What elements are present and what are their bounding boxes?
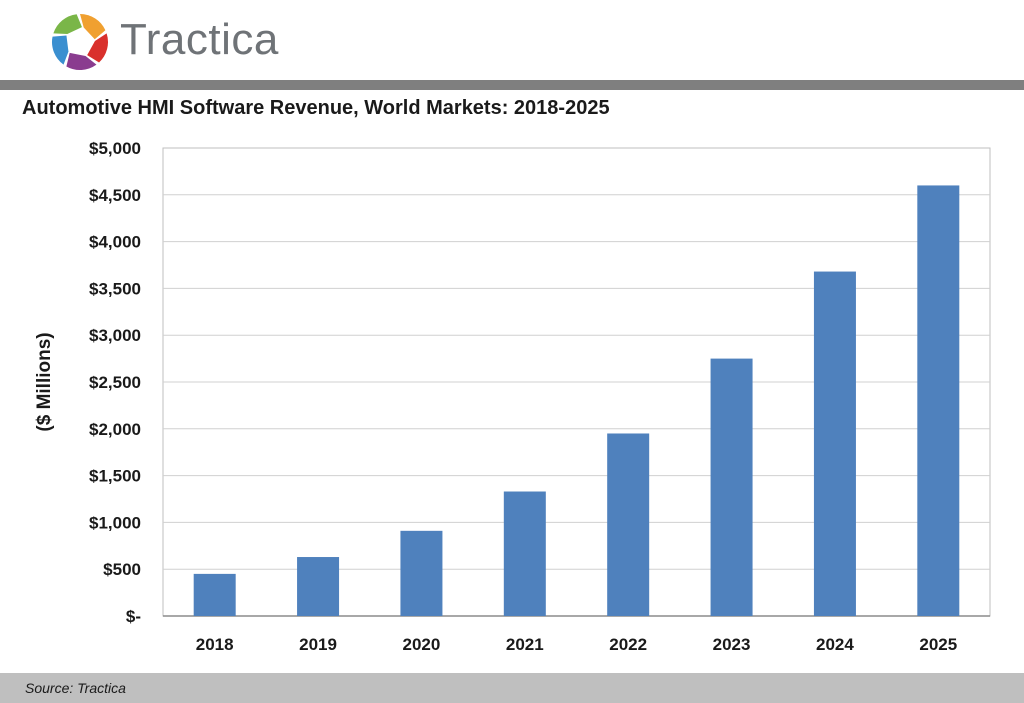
x-tick-label: 2023 xyxy=(713,635,751,654)
logo-segment xyxy=(53,14,82,34)
y-tick-label: $500 xyxy=(103,560,141,579)
header-divider xyxy=(0,80,1024,90)
y-tick-label: $5,000 xyxy=(89,139,141,158)
bar-chart: $- $500 $1,000 $1,500 $2,000 $2,500 $3,000 $3,5… xyxy=(34,139,991,654)
logo-segment xyxy=(52,35,69,65)
logo-segment xyxy=(66,52,97,70)
y-tick-label: $1,500 xyxy=(89,467,141,486)
x-tick-label: 2021 xyxy=(506,635,544,654)
header: Tractica xyxy=(0,0,1024,78)
y-tick-label: $3,000 xyxy=(89,326,141,345)
chart-title: Automotive HMI Software Revenue, World M… xyxy=(22,97,610,119)
bar-2019 xyxy=(297,557,340,616)
bar-2024 xyxy=(813,271,856,616)
source-note: Source: Tractica xyxy=(25,680,126,696)
tractica-logo-icon xyxy=(52,14,108,70)
x-tick-label: 2025 xyxy=(919,635,957,654)
bar-2023 xyxy=(710,358,753,616)
y-tick-label: $2,500 xyxy=(89,373,141,392)
bar-2022 xyxy=(607,433,650,616)
logo-segment xyxy=(80,14,106,40)
logo-segment xyxy=(87,33,108,63)
y-tick-label: $2,000 xyxy=(89,420,141,439)
bar-2025 xyxy=(917,185,960,616)
x-tick-label: 2022 xyxy=(609,635,647,654)
x-tick-label: 2020 xyxy=(403,635,441,654)
footer-bar: Source: Tractica xyxy=(0,673,1024,703)
x-tick-label: 2018 xyxy=(196,635,234,654)
bar-2020 xyxy=(400,530,443,616)
y-tick-label: $- xyxy=(126,607,141,626)
bar-2021 xyxy=(503,491,546,616)
y-tick-label: $1,000 xyxy=(89,513,141,532)
y-axis-title: ($ Millions) xyxy=(34,332,55,431)
brand-name: Tractica xyxy=(120,15,279,64)
y-tick-label: $4,000 xyxy=(89,233,141,252)
y-tick-label: $3,500 xyxy=(89,279,141,298)
x-tick-label: 2024 xyxy=(816,635,854,654)
bar-2018 xyxy=(193,573,236,616)
x-tick-label: 2019 xyxy=(299,635,337,654)
y-tick-label: $4,500 xyxy=(89,186,141,205)
